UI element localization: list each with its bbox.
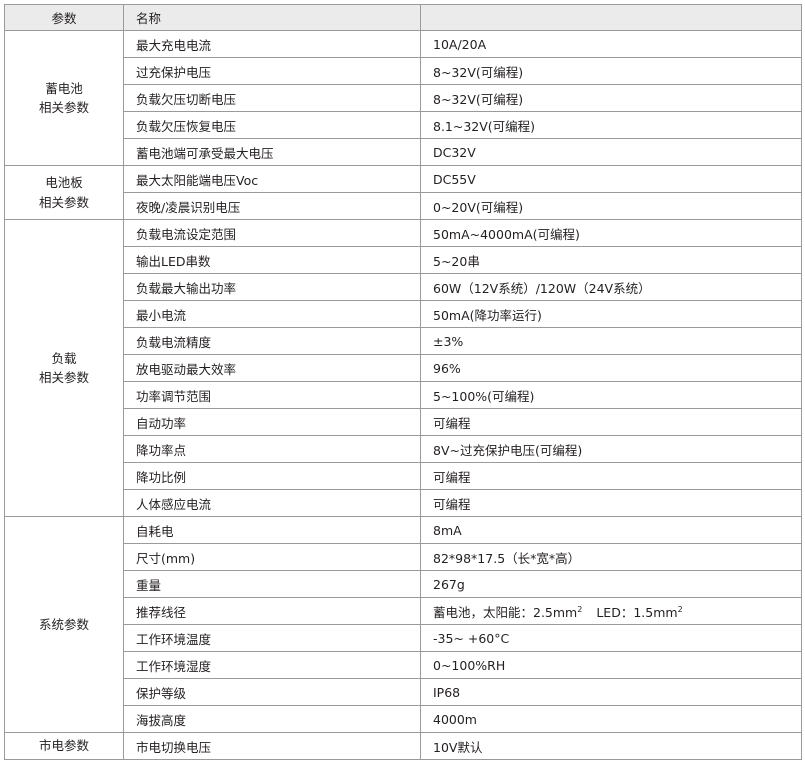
row-item-name: 尺寸(mm): [123, 543, 421, 571]
table-row: 人体感应电流 可编程: [5, 489, 802, 517]
table-row: 尺寸(mm) 82*98*17.5（长*宽*高）: [5, 543, 802, 571]
row-item-value: 8~32V(可编程): [420, 57, 802, 85]
row-item-name: 降功比例: [123, 462, 421, 490]
row-item-value: 267g: [420, 570, 802, 598]
table-row: 市电参数 市电切换电压 10V默认: [4, 732, 802, 760]
table-row: 保护等级 IP68: [5, 678, 802, 706]
table-row: 自动功率 可编程: [5, 408, 802, 436]
row-item-name: 工作环境湿度: [123, 651, 421, 679]
column-header-name: 名称: [123, 4, 421, 31]
row-item-value: 可编程: [420, 489, 802, 517]
row-item-name: 过充保护电压: [123, 57, 421, 85]
table-row: 电池板 相关参数 最大太阳能端电压Voc DC55V: [4, 165, 802, 220]
row-item-name: 保护等级: [123, 678, 421, 706]
row-item-value: 0~20V(可编程): [420, 192, 802, 220]
row-item-value: 可编程: [420, 408, 802, 436]
row-item-value: 蓄电池，太阳能：2.5mm2 LED：1.5mm2: [420, 597, 802, 625]
row-item-name: 蓄电池端可承受最大电压: [123, 138, 421, 166]
row-item-value: 82*98*17.5（长*宽*高）: [420, 543, 802, 571]
row-item-name: 负载欠压切断电压: [123, 84, 421, 112]
row-item-value: 60W（12V系统）/120W（24V系统）: [420, 273, 802, 301]
row-item-value: 5~20串: [420, 246, 802, 274]
row-item-value: 4000m: [420, 705, 802, 733]
row-item-value: DC55V: [420, 165, 802, 193]
row-item-name: 负载电流设定范围: [123, 219, 421, 247]
table-row: 蓄电池 相关参数 最大充电电流 10A/20A: [4, 30, 802, 166]
row-item-name: 负载欠压恢复电压: [123, 111, 421, 139]
column-header-parameter: 参数: [4, 4, 124, 31]
row-item-name: 重量: [123, 570, 421, 598]
row-item-value: 0~100%RH: [420, 651, 802, 679]
table-row: 放电驱动最大效率 96%: [5, 354, 802, 382]
row-item-value: IP68: [420, 678, 802, 706]
row-item-value: 50mA(降功率运行): [420, 300, 802, 328]
table-row: 工作环境湿度 0~100%RH: [5, 651, 802, 679]
group-label: 电池板 相关参数: [4, 165, 124, 220]
table-row: 负载欠压切断电压 8~32V(可编程): [5, 84, 802, 112]
row-item-name: 自耗电: [123, 516, 421, 544]
table-header-row: 参数 名称: [4, 4, 802, 31]
group-label: 市电参数: [4, 732, 124, 760]
row-item-name: 自动功率: [123, 408, 421, 436]
row-item-name: 负载电流精度: [123, 327, 421, 355]
table-row: 负载欠压恢复电压 8.1~32V(可编程): [5, 111, 802, 139]
row-item-name: 工作环境温度: [123, 624, 421, 652]
table-header: 参数 名称: [4, 4, 802, 31]
table-row: 夜晚/凌晨识别电压 0~20V(可编程): [5, 192, 802, 220]
table-row: 输出LED串数 5~20串: [5, 246, 802, 274]
table-row: 过充保护电压 8~32V(可编程): [5, 57, 802, 85]
row-item-name: 最大充电电流: [123, 30, 421, 58]
row-item-name: 降功率点: [123, 435, 421, 463]
row-item-name: 输出LED串数: [123, 246, 421, 274]
row-item-name: 推荐线径: [123, 597, 421, 625]
row-item-value: 50mA~4000mA(可编程): [420, 219, 802, 247]
row-item-name: 海拔高度: [123, 705, 421, 733]
table-row: 工作环境温度 -35~ +60°C: [5, 624, 802, 652]
table-body: 蓄电池 相关参数 最大充电电流 10A/20A 过充保护电压 8~32V(可编程) 负载欠压…: [4, 30, 802, 760]
table-row: 负载 相关参数 负载电流设定范围 50mA~4000mA(可编程): [4, 219, 802, 517]
row-item-value: 8.1~32V(可编程): [420, 111, 802, 139]
group-label: 蓄电池 相关参数: [4, 30, 124, 166]
table-row: 蓄电池端可承受最大电压 DC32V: [5, 138, 802, 166]
row-item-name: 市电切换电压: [123, 732, 421, 760]
row-item-value: 5~100%(可编程): [420, 381, 802, 409]
row-item-value: 8mA: [420, 516, 802, 544]
group-label: 负载 相关参数: [4, 219, 124, 517]
table-row: 降功率点 8V~过充保护电压(可编程): [5, 435, 802, 463]
row-item-value: DC32V: [420, 138, 802, 166]
row-item-value: -35~ +60°C: [420, 624, 802, 652]
row-item-value: ±3%: [420, 327, 802, 355]
row-item-value: 10A/20A: [420, 30, 802, 58]
row-item-value: 96%: [420, 354, 802, 382]
table-row: 负载电流精度 ±3%: [5, 327, 802, 355]
row-item-name: 人体感应电流: [123, 489, 421, 517]
table-row: 功率调节范围 5~100%(可编程): [5, 381, 802, 409]
row-item-name: 夜晚/凌晨识别电压: [123, 192, 421, 220]
row-item-name: 最大太阳能端电压Voc: [123, 165, 421, 193]
row-item-name: 最小电流: [123, 300, 421, 328]
row-item-value: 10V默认: [420, 732, 802, 760]
table-row: 推荐线径 蓄电池，太阳能：2.5mm2 LED：1.5mm2: [5, 597, 802, 625]
row-item-value: 8~32V(可编程): [420, 84, 802, 112]
column-header-value: [420, 4, 802, 31]
row-item-value: 可编程: [420, 462, 802, 490]
row-item-value: 8V~过充保护电压(可编程): [420, 435, 802, 463]
row-item-name: 功率调节范围: [123, 381, 421, 409]
group-label: 系统参数: [4, 516, 124, 733]
table-row: 降功比例 可编程: [5, 462, 802, 490]
table-row: 最小电流 50mA(降功率运行): [5, 300, 802, 328]
table-row: 系统参数 自耗电 8mA: [4, 516, 802, 733]
table-row: 重量 267g: [5, 570, 802, 598]
row-item-name: 放电驱动最大效率: [123, 354, 421, 382]
table-row: 海拔高度 4000m: [5, 705, 802, 733]
table-row: 负载最大输出功率 60W（12V系统）/120W（24V系统）: [5, 273, 802, 301]
specifications-table: 参数 名称 蓄电池 相关参数 最大充电电流 10A/20A 过充保护电压 8~32V(可编…: [4, 4, 802, 760]
row-item-name: 负载最大输出功率: [123, 273, 421, 301]
